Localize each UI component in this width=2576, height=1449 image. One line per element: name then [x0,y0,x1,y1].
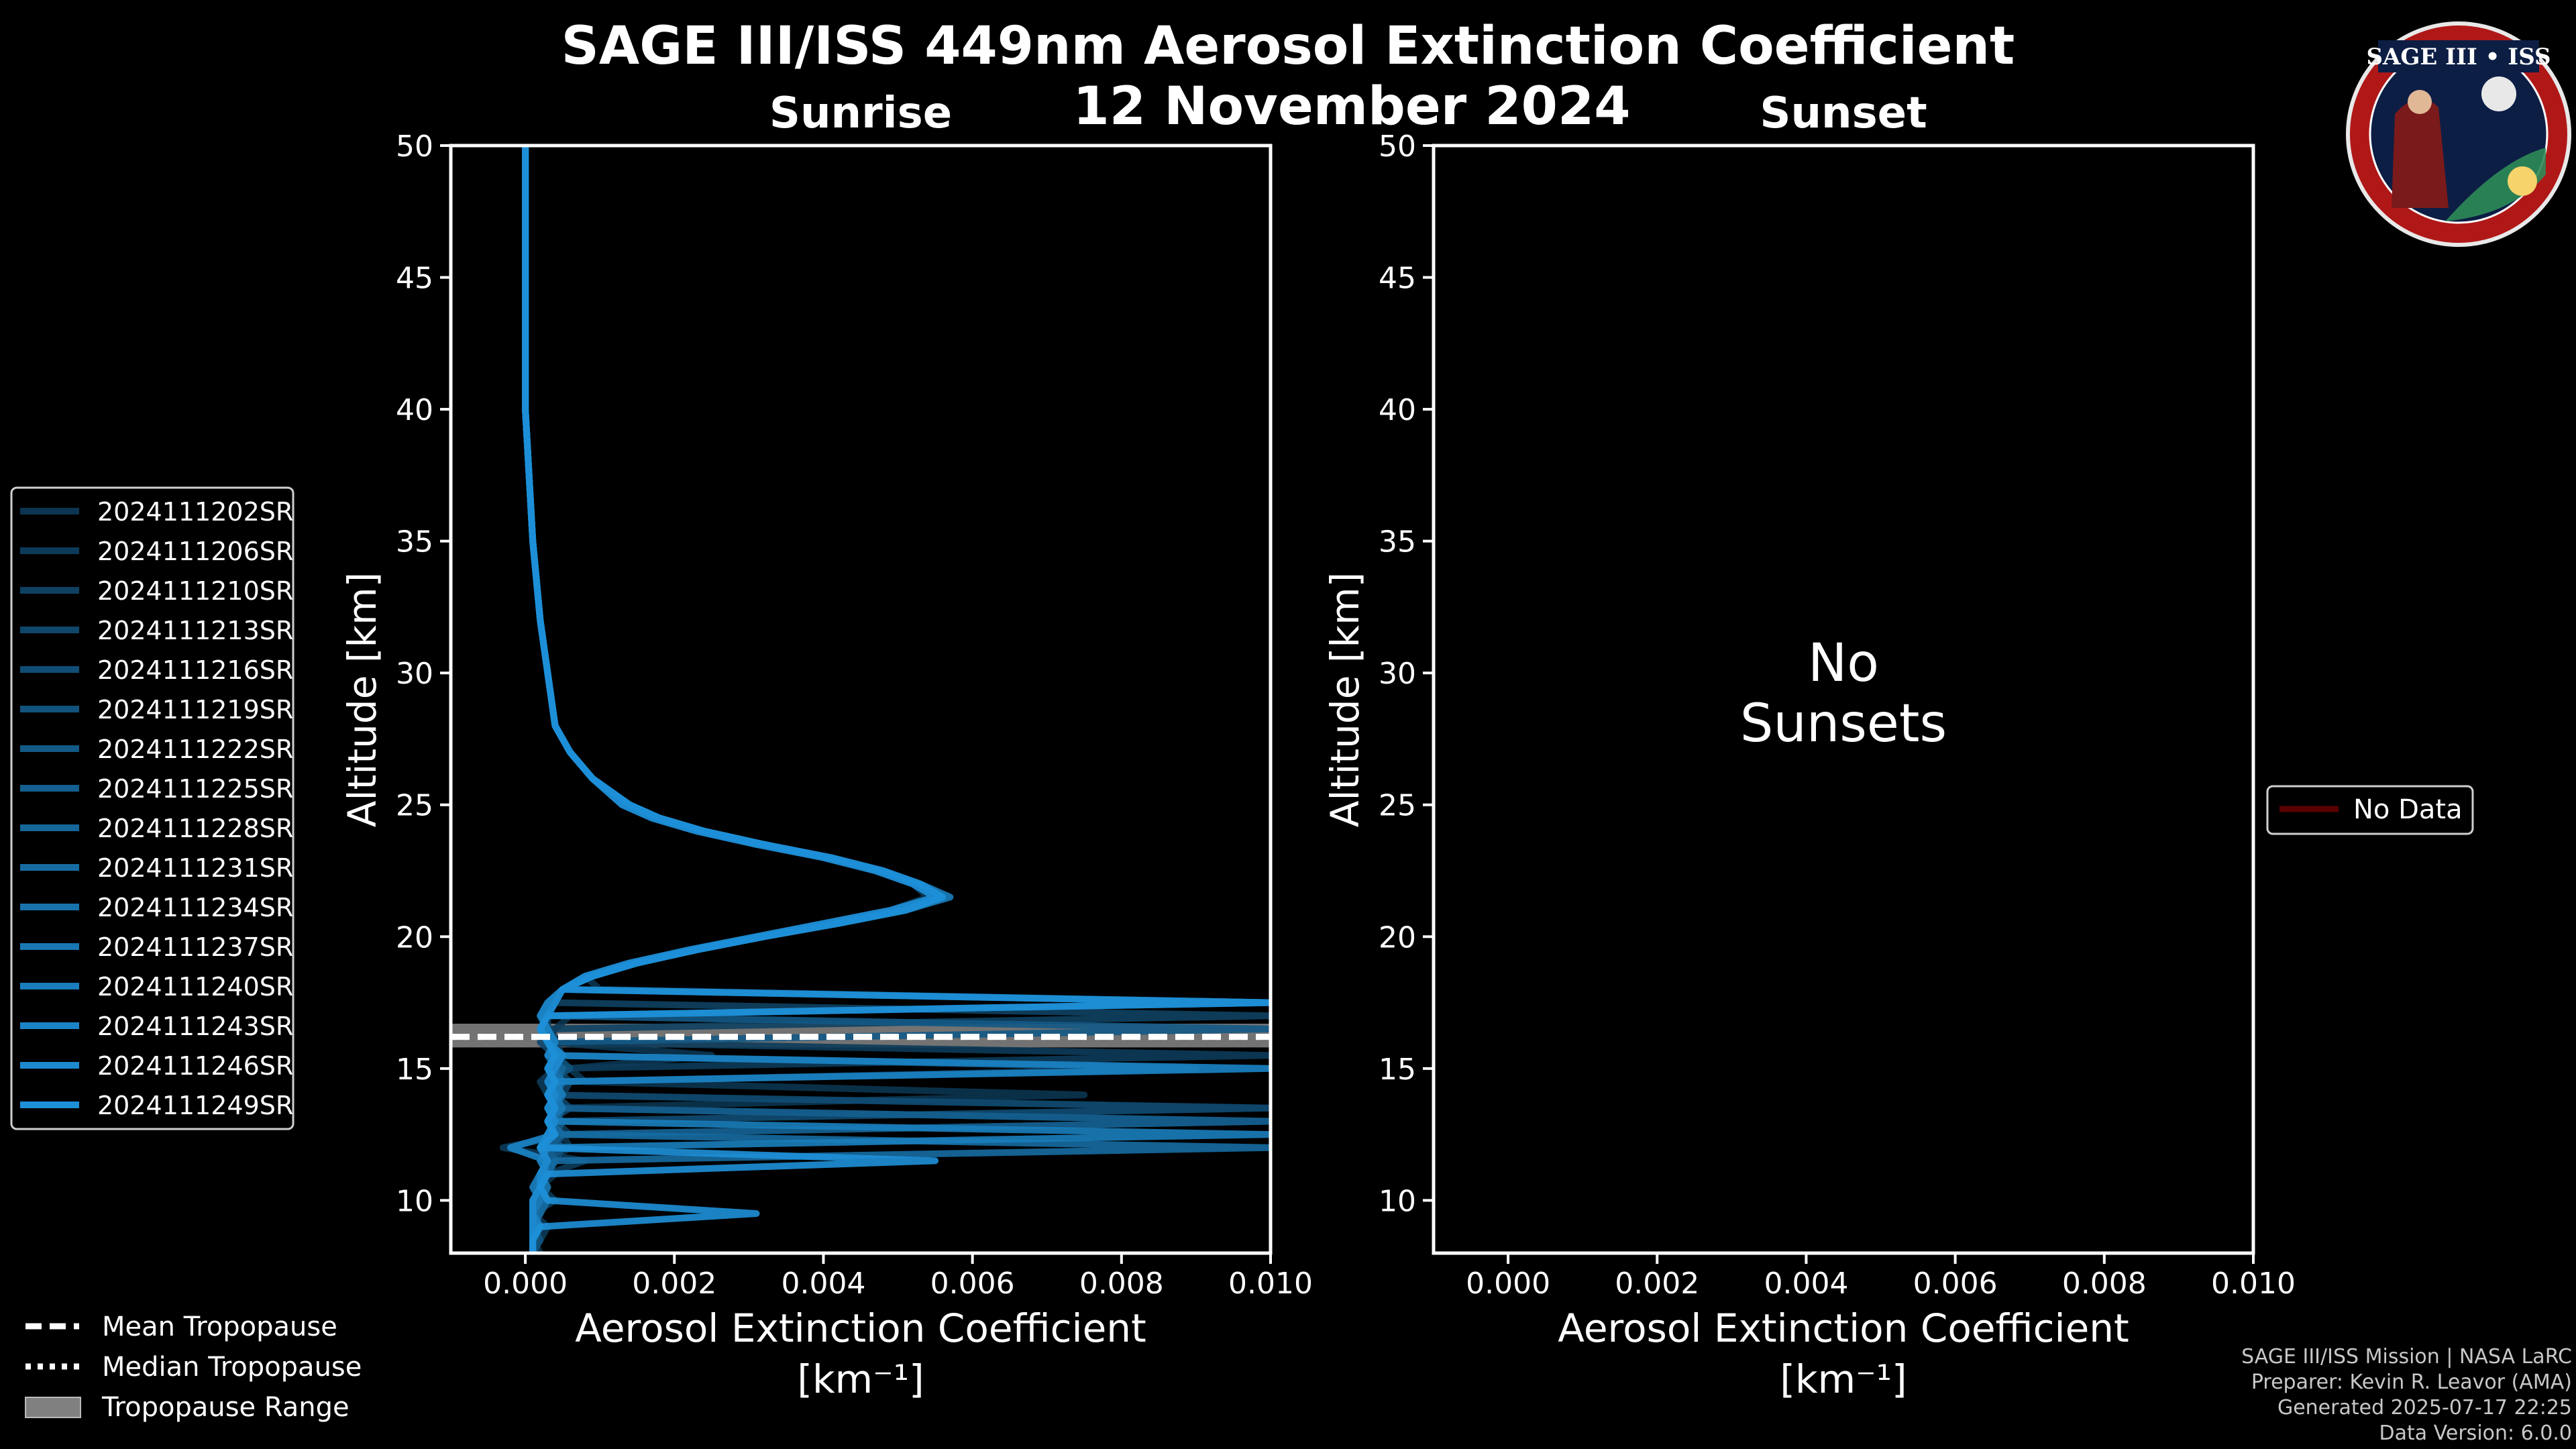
y-tick-label: 10 [1379,1184,1416,1218]
y-tick-label: 25 [1379,789,1416,823]
x-tick-label: 0.004 [1764,1267,1848,1301]
footer-generated: Generated 2025-07-17 22:25 [2277,1396,2572,1419]
legend-entry: 2024111249SR [97,1091,293,1120]
sunset-axes-background [1434,146,2253,1253]
footer-credits: SAGE III/ISS Mission | NASA LaRC Prepare… [2241,1344,2572,1446]
no-data-label: No Data [2353,794,2463,825]
y-tick-label: 30 [396,657,433,691]
sunrise-series-group [499,146,1271,1253]
median-tropopause-label: Median Tropopause [102,1352,362,1383]
legend-entry: 2024111219SR [97,695,293,724]
y-tick-label: 40 [396,393,433,427]
sage-iii-iss-mission-patch-icon: SAGE III • ISS [2346,21,2571,247]
sunrise-axis-ticks: 0.000 0.002 0.004 0.006 0.008 0.010 10 15 20 25 30… [396,129,1313,1301]
patch-sun-icon [2508,166,2537,196]
legend-entry: 2024111246SR [97,1051,293,1081]
sunset-plot-area: 0.000 0.002 0.004 0.006 0.008 0.010 10 15 20 25 30… [1322,129,2296,1402]
x-tick-label: 0.000 [483,1267,568,1301]
series-line-2024111249SR [522,146,1271,1253]
x-tick-label: 0.010 [1228,1267,1313,1301]
patch-figure-icon [2392,99,2449,208]
tropopause-legend: Mean Tropopause Median Tropopause Tropop… [25,1311,362,1423]
legend-entry: 2024111210SR [97,576,293,606]
tropopause-range-label: Tropopause Range [101,1392,350,1423]
x-tick-label: 0.002 [632,1267,716,1301]
x-tick-label: 0.008 [2062,1267,2147,1301]
y-tick-label: 40 [1379,393,1416,427]
x-tick-label: 0.000 [1466,1267,1550,1301]
figure-date: 12 November 2024 [1073,76,1630,137]
patch-title: SAGE III • ISS [2366,44,2551,70]
sunset-panel-title: Sunset [1760,89,1927,138]
sunrise-xlabel: Aerosol Extinction Coefficient [575,1305,1146,1351]
y-tick-label: 50 [396,129,433,164]
sunset-xunit: [km⁻¹] [1780,1356,1907,1402]
y-tick-label: 15 [1379,1053,1416,1087]
patch-figure-head-icon [2408,90,2432,114]
y-tick-label: 15 [396,1053,433,1087]
footer-mission: SAGE III/ISS Mission | NASA LaRC [2241,1345,2572,1368]
legend-entry: 2024111228SR [97,814,293,843]
legend-entry: 2024111225SR [97,774,293,804]
x-tick-label: 0.006 [930,1267,1015,1301]
footer-preparer: Preparer: Kevin R. Leavor (AMA) [2251,1371,2572,1394]
sunset-xlabel: Aerosol Extinction Coefficient [1558,1305,2129,1351]
y-tick-label: 50 [1379,129,1416,164]
mean-tropopause-label: Mean Tropopause [102,1311,337,1342]
legend-entry: 2024111234SR [97,893,293,922]
sunrise-panel-title: Sunrise [769,89,952,138]
legend-entry: 2024111216SR [97,655,293,685]
legend-entry: 2024111231SR [97,853,293,883]
sunset-axes-frame [1432,144,2255,1255]
sunrise-ylabel: Altitude [km] [339,572,385,827]
sunrise-axes-frame [449,144,1273,1255]
x-tick-label: 0.006 [1913,1267,1998,1301]
sunset-legend-frame [2266,785,2474,835]
y-tick-label: 45 [396,262,433,296]
no-sunsets-annotation-line1: No [1808,633,1879,694]
y-tick-label: 25 [396,789,433,823]
sunrise-xunit: [km⁻¹] [797,1356,924,1402]
figure-title: SAGE III/ISS 449nm Aerosol Extinction Co… [561,16,2015,76]
x-tick-label: 0.004 [781,1267,865,1301]
sunset-axis-ticks: 0.000 0.002 0.004 0.006 0.008 0.010 10 15 20 25 30… [1379,129,2296,1301]
sunrise-legend-frame [10,486,294,1130]
sunset-ylabel: Altitude [km] [1322,572,1368,827]
x-tick-label: 0.002 [1615,1267,1699,1301]
legend-entry: 2024111243SR [97,1012,293,1041]
patch-moon-icon [2481,76,2516,111]
sunrise-plot-area: 0.000 0.002 0.004 0.006 0.008 0.010 10 15 20 25 30… [339,129,1313,1402]
sunset-legend: No Data [2266,785,2474,835]
y-tick-label: 20 [396,920,433,955]
patch-banner [2378,40,2539,72]
legend-entry: 2024111222SR [97,735,293,764]
patch-earth-icon [2445,148,2546,221]
y-tick-label: 10 [396,1184,433,1218]
legend-entry: 2024111240SR [97,972,293,1002]
x-tick-label: 0.008 [1079,1267,1164,1301]
y-tick-label: 35 [396,525,433,559]
legend-entry: 2024111237SR [97,932,293,962]
legend-entry: 2024111213SR [97,616,293,645]
no-sunsets-annotation-line2: Sunsets [1740,694,1947,754]
y-tick-label: 30 [1379,657,1416,691]
legend-entry: 2024111206SR [97,537,293,566]
y-tick-label: 45 [1379,262,1416,296]
x-tick-label: 0.010 [2211,1267,2296,1301]
y-tick-label: 20 [1379,920,1416,955]
legend-entry: 2024111202SR [97,497,293,527]
tropopause-range-swatch [25,1397,81,1418]
footer-data-version: Data Version: 6.0.0 [2379,1421,2572,1445]
y-tick-label: 35 [1379,525,1416,559]
sunrise-legend: 2024111202SR 2024111206SR 2024111210SR 2024… [10,486,294,1130]
